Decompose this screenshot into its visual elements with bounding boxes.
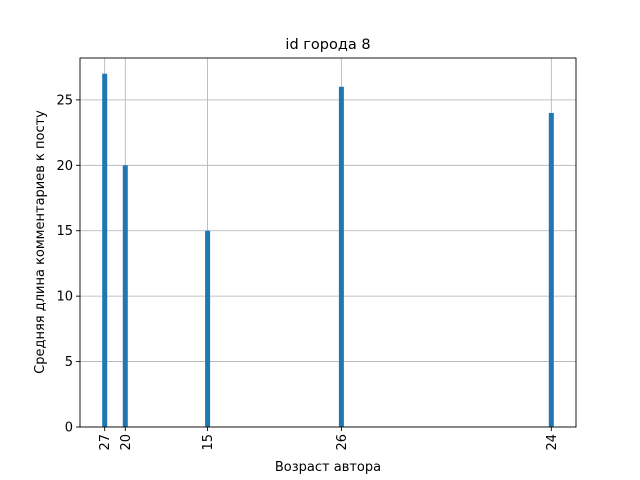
bars xyxy=(102,73,554,428)
y-axis-label: Средняя длина комментариев к посту xyxy=(33,110,48,374)
plot-frame xyxy=(79,57,577,428)
bar xyxy=(548,112,554,427)
y-tick-label: 25 xyxy=(56,93,73,108)
y-tick-label: 20 xyxy=(56,159,73,174)
x-axis-label: Возраст автора xyxy=(275,460,381,475)
y-tick-label: 15 xyxy=(56,224,73,239)
bar xyxy=(122,165,128,428)
x-tick-label: 15 xyxy=(201,434,216,451)
y-tick-label: 0 xyxy=(65,421,73,436)
y-tick-label: 5 xyxy=(65,355,73,370)
bar xyxy=(102,73,108,428)
grid-lines xyxy=(80,58,576,428)
bar xyxy=(205,230,211,427)
x-tick-label: 26 xyxy=(335,434,350,451)
x-tick-label: 24 xyxy=(545,434,560,451)
chart-title: id города 8 xyxy=(285,37,370,53)
bar xyxy=(338,86,344,427)
y-tick-label: 10 xyxy=(56,290,73,305)
x-axis: 27 20 15 26 24 xyxy=(98,427,560,451)
y-axis: 0 5 10 15 20 25 xyxy=(56,93,80,436)
x-tick-label: 27 xyxy=(98,434,113,451)
x-tick-label: 20 xyxy=(119,434,134,451)
